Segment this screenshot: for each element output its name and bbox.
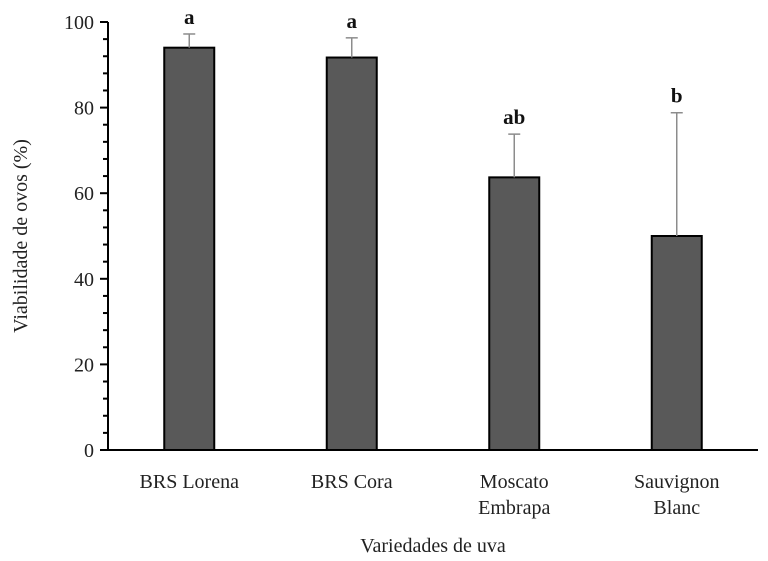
y-tick-label: 20 xyxy=(74,354,94,376)
bar xyxy=(163,46,216,452)
y-tick-label: 80 xyxy=(74,98,94,120)
x-axis-title: Variedades de uva xyxy=(360,535,506,557)
bar xyxy=(488,176,541,451)
x-axis-tick-labels: BRS Lorena BRS Cora Moscato Embrapa Sauvigno… xyxy=(140,471,720,519)
bar xyxy=(325,56,378,452)
y-tick-label: 0 xyxy=(84,440,94,462)
significance-label: ab xyxy=(503,105,525,129)
y-tick-label: 60 xyxy=(74,183,94,205)
significance-label: a xyxy=(184,5,195,29)
x-tick-label: BRS Lorena xyxy=(140,471,240,493)
y-axis-title: Viabilidade de ovos (%) xyxy=(10,139,32,333)
significance-label: a xyxy=(347,9,358,33)
x-tick-label: BRS Cora xyxy=(311,471,393,493)
y-axis-ticks: 0 20 40 60 80 100 xyxy=(64,12,108,462)
plot-area: a a ab b xyxy=(163,5,703,452)
y-tick-label: 100 xyxy=(64,12,94,34)
bar xyxy=(650,235,703,451)
x-tick-label: Moscato Embrapa xyxy=(478,471,550,519)
y-tick-label: 40 xyxy=(74,269,94,291)
significance-label: b xyxy=(671,84,683,108)
x-tick-label: Sauvignon Blanc xyxy=(634,471,720,519)
